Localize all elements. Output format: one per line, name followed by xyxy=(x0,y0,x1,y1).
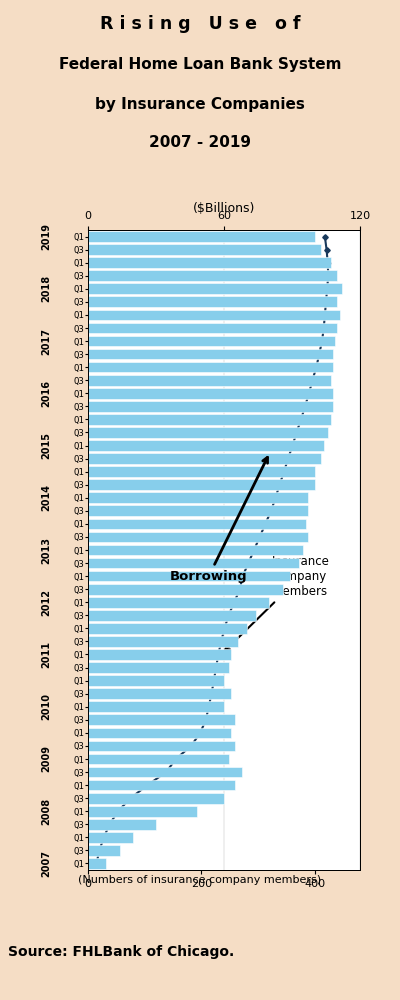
Bar xyxy=(88,336,335,346)
Bar xyxy=(88,231,315,242)
Bar xyxy=(88,323,337,333)
Bar xyxy=(88,505,308,516)
Text: 2014: 2014 xyxy=(41,484,51,511)
Bar xyxy=(88,283,342,294)
Bar xyxy=(88,597,269,608)
Bar xyxy=(88,414,330,425)
Bar xyxy=(88,244,322,255)
Text: 2012: 2012 xyxy=(41,589,51,616)
Bar xyxy=(88,466,315,477)
Text: by Insurance Companies: by Insurance Companies xyxy=(95,97,305,112)
Bar xyxy=(88,479,315,490)
Bar xyxy=(88,845,120,856)
Text: 2011: 2011 xyxy=(41,641,51,668)
Bar xyxy=(88,675,224,686)
Text: 2013: 2013 xyxy=(41,536,51,564)
Bar xyxy=(88,584,283,595)
Bar xyxy=(88,532,308,542)
Bar xyxy=(88,401,333,412)
Bar xyxy=(88,610,256,621)
Text: Borrowing: Borrowing xyxy=(170,457,268,583)
Bar xyxy=(88,780,235,790)
Text: 2019: 2019 xyxy=(41,223,51,250)
Bar xyxy=(88,492,308,503)
Bar xyxy=(88,806,197,817)
Text: 2009: 2009 xyxy=(41,745,51,772)
Bar xyxy=(88,375,330,386)
Text: Insurance
company
members: Insurance company members xyxy=(225,555,330,651)
Bar xyxy=(88,623,247,634)
Text: 2016: 2016 xyxy=(41,380,51,407)
Bar xyxy=(88,754,228,764)
Bar xyxy=(88,649,231,660)
Text: 2007: 2007 xyxy=(41,850,51,877)
Bar xyxy=(88,349,333,359)
Bar xyxy=(88,701,224,712)
Text: 2007 - 2019: 2007 - 2019 xyxy=(149,135,251,150)
Text: ($Billions): ($Billions) xyxy=(193,202,255,215)
Bar xyxy=(88,257,330,268)
Text: 2010: 2010 xyxy=(41,693,51,720)
Bar xyxy=(88,440,324,451)
Text: 2017: 2017 xyxy=(41,328,51,355)
Bar xyxy=(88,362,333,372)
Bar xyxy=(88,832,133,843)
Text: Federal Home Loan Bank System: Federal Home Loan Bank System xyxy=(59,57,341,72)
Bar xyxy=(88,296,337,307)
Bar xyxy=(88,310,340,320)
Bar xyxy=(88,545,303,555)
Text: 2018: 2018 xyxy=(41,275,51,302)
Bar xyxy=(88,453,322,464)
Text: (Numbers of insurance company members): (Numbers of insurance company members) xyxy=(78,875,322,885)
Bar xyxy=(88,767,242,777)
Text: Source: FHLBank of Chicago.: Source: FHLBank of Chicago. xyxy=(8,945,234,959)
Bar xyxy=(88,741,235,751)
Bar xyxy=(88,714,235,725)
Bar xyxy=(88,558,299,568)
Bar xyxy=(88,270,337,281)
Bar xyxy=(88,519,306,529)
Bar xyxy=(88,571,290,581)
Text: 2008: 2008 xyxy=(41,798,51,825)
Bar xyxy=(88,819,156,830)
Text: 2015: 2015 xyxy=(41,432,51,459)
Bar xyxy=(88,688,231,699)
Text: R i s i n g   U s e   o f: R i s i n g U s e o f xyxy=(100,15,300,33)
Bar xyxy=(88,793,224,804)
Bar xyxy=(88,427,328,438)
Bar xyxy=(88,858,106,869)
Bar xyxy=(88,388,333,399)
Bar xyxy=(88,662,228,673)
Bar xyxy=(88,636,238,647)
Bar xyxy=(88,728,231,738)
